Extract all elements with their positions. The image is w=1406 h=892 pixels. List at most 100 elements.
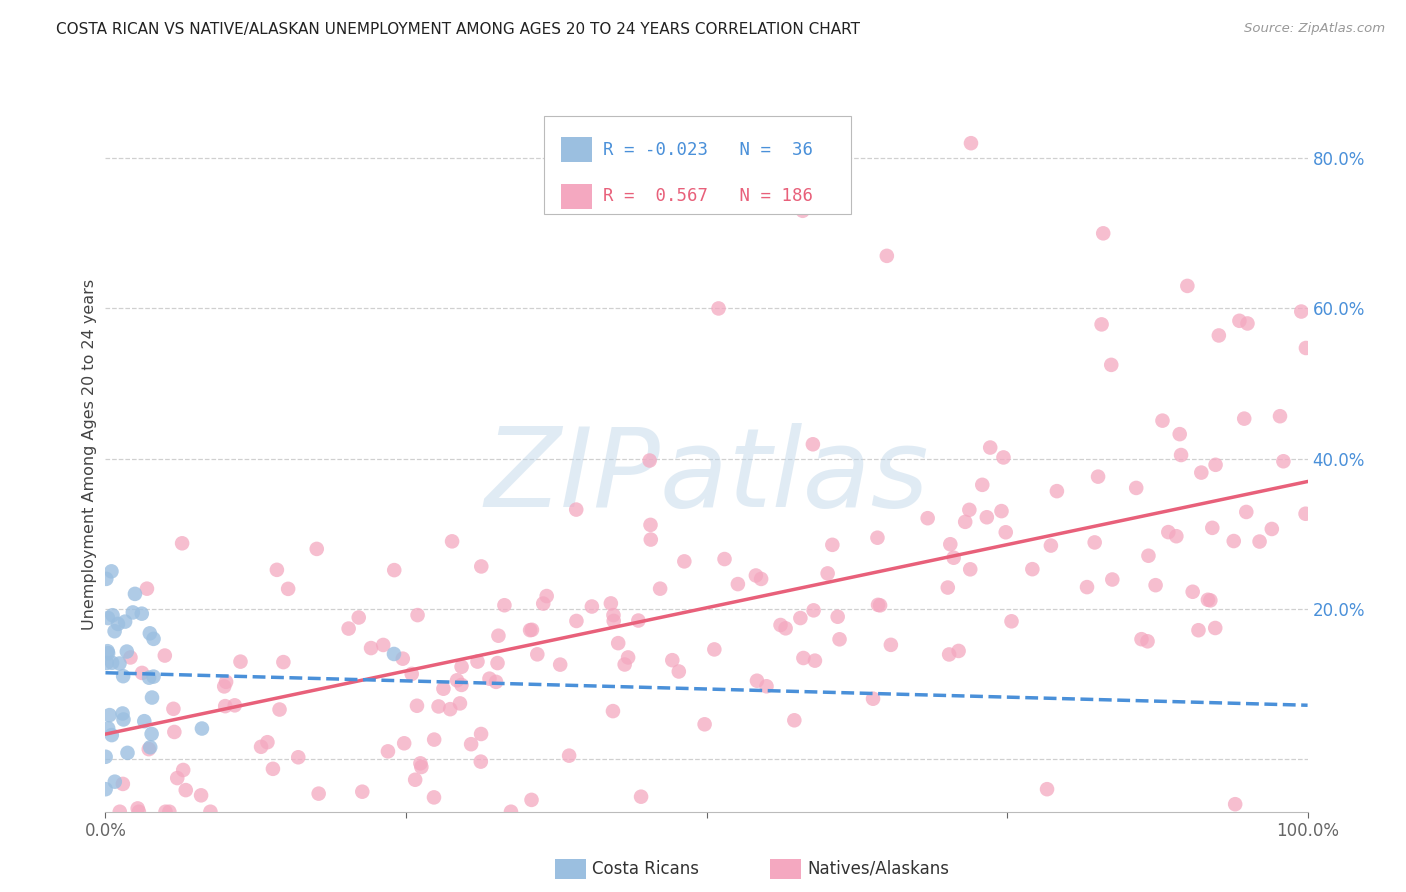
Point: [755, 679, 778, 693]
Point: [1233, 411, 1256, 425]
Point: [114, 615, 136, 629]
Point: [1168, 427, 1191, 442]
Point: [446, 673, 468, 688]
Point: [727, 577, 749, 591]
Point: [391, 651, 413, 665]
Point: [565, 502, 588, 516]
Point: [112, 669, 135, 683]
Point: [423, 732, 446, 747]
Point: [108, 657, 131, 671]
Text: R = -0.023   N =  36: R = -0.023 N = 36: [603, 141, 813, 159]
Point: [640, 517, 662, 532]
Point: [128, 805, 150, 819]
Point: [1130, 632, 1153, 647]
Point: [101, 608, 124, 623]
Point: [406, 608, 429, 623]
Point: [638, 453, 661, 467]
Point: [1197, 592, 1219, 607]
Point: [627, 614, 650, 628]
Point: [136, 582, 159, 596]
Y-axis label: Unemployment Among Ages 20 to 24 years: Unemployment Among Ages 20 to 24 years: [82, 279, 97, 631]
Point: [827, 609, 849, 624]
Point: [1187, 624, 1209, 638]
Point: [377, 744, 399, 758]
Point: [97, 721, 120, 735]
Point: [191, 722, 214, 736]
Point: [520, 623, 543, 637]
Point: [792, 203, 814, 218]
Point: [485, 674, 508, 689]
Point: [693, 717, 716, 731]
Point: [1136, 634, 1159, 648]
Point: [441, 534, 464, 549]
Point: [127, 801, 149, 815]
Point: [94, 782, 117, 797]
Point: [617, 650, 640, 665]
Point: [256, 735, 278, 749]
Point: [273, 655, 295, 669]
Point: [104, 774, 127, 789]
Point: [948, 644, 970, 658]
Point: [478, 672, 501, 686]
Point: [277, 582, 299, 596]
Point: [783, 713, 806, 727]
Point: [97, 644, 120, 658]
Point: [817, 566, 839, 581]
Point: [599, 596, 621, 610]
Point: [602, 704, 624, 718]
Point: [565, 614, 588, 628]
Point: [1046, 484, 1069, 499]
Point: [581, 599, 603, 614]
Point: [100, 728, 122, 742]
Point: [1084, 535, 1107, 549]
Point: [703, 642, 725, 657]
Point: [112, 713, 135, 727]
Point: [269, 702, 291, 716]
Point: [792, 651, 814, 665]
Point: [499, 805, 522, 819]
Point: [1181, 584, 1204, 599]
Text: Source: ZipAtlas.com: Source: ZipAtlas.com: [1244, 22, 1385, 36]
Point: [111, 706, 134, 721]
Point: [1222, 534, 1244, 549]
Point: [613, 657, 636, 672]
Point: [449, 697, 471, 711]
Point: [352, 785, 374, 799]
Point: [138, 742, 160, 756]
Point: [141, 727, 163, 741]
Point: [1099, 358, 1122, 372]
Point: [994, 525, 1017, 540]
Point: [153, 648, 176, 663]
Point: [101, 656, 124, 670]
Point: [174, 783, 197, 797]
Point: [789, 611, 811, 625]
Point: [1157, 525, 1180, 540]
Point: [470, 755, 492, 769]
Point: [1234, 505, 1257, 519]
Point: [494, 599, 516, 613]
Point: [603, 614, 626, 628]
Point: [107, 616, 129, 631]
Point: [1039, 539, 1062, 553]
Point: [470, 559, 492, 574]
Point: [131, 607, 153, 621]
Point: [229, 655, 252, 669]
Point: [936, 581, 959, 595]
Point: [212, 680, 235, 694]
Point: [673, 554, 696, 568]
Point: [745, 568, 768, 582]
Point: [134, 714, 156, 729]
Point: [960, 136, 983, 151]
Point: [953, 515, 976, 529]
Point: [162, 702, 184, 716]
Text: Natives/Alaskans: Natives/Alaskans: [807, 860, 949, 878]
Point: [432, 681, 454, 696]
Point: [1261, 522, 1284, 536]
Point: [713, 552, 735, 566]
Point: [1152, 414, 1174, 428]
Point: [979, 441, 1001, 455]
Point: [100, 565, 122, 579]
Point: [707, 301, 730, 316]
Point: [96, 572, 118, 586]
Point: [470, 727, 492, 741]
